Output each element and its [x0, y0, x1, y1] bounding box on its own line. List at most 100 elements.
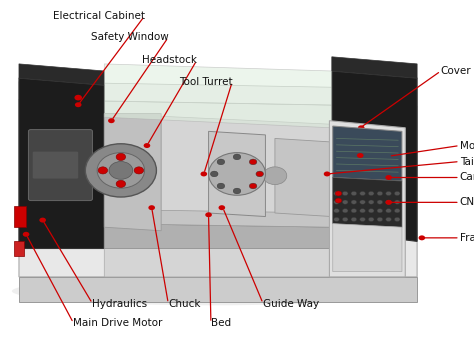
- Circle shape: [134, 167, 144, 174]
- Circle shape: [109, 162, 133, 179]
- Circle shape: [351, 200, 357, 204]
- Text: Cover: Cover: [441, 66, 472, 76]
- Polygon shape: [104, 209, 332, 227]
- Circle shape: [342, 209, 348, 213]
- Circle shape: [335, 198, 342, 203]
- Circle shape: [351, 209, 357, 213]
- Polygon shape: [19, 99, 417, 277]
- Circle shape: [386, 217, 392, 222]
- Circle shape: [233, 154, 241, 160]
- Circle shape: [386, 200, 392, 204]
- Bar: [14, 241, 24, 256]
- Circle shape: [75, 102, 82, 107]
- Circle shape: [97, 153, 145, 188]
- Polygon shape: [19, 82, 417, 106]
- Circle shape: [385, 200, 392, 205]
- Circle shape: [419, 235, 425, 240]
- Polygon shape: [329, 121, 405, 277]
- Polygon shape: [332, 57, 417, 78]
- Bar: [14, 206, 26, 227]
- Polygon shape: [333, 178, 402, 227]
- Circle shape: [334, 191, 339, 196]
- Text: Electrical Cabinet: Electrical Cabinet: [53, 11, 145, 21]
- Circle shape: [377, 209, 383, 213]
- Polygon shape: [275, 138, 332, 217]
- Polygon shape: [209, 131, 265, 217]
- Circle shape: [360, 200, 365, 204]
- Circle shape: [324, 171, 330, 176]
- Circle shape: [249, 159, 257, 165]
- Circle shape: [249, 183, 257, 189]
- Text: Carriage: Carriage: [460, 173, 474, 182]
- Polygon shape: [19, 277, 417, 302]
- Text: Guide Way: Guide Way: [263, 299, 319, 308]
- FancyBboxPatch shape: [33, 152, 78, 179]
- Circle shape: [360, 209, 365, 213]
- Circle shape: [98, 167, 108, 174]
- Text: Main Drive Motor: Main Drive Motor: [73, 318, 163, 328]
- Circle shape: [23, 232, 29, 237]
- Circle shape: [360, 217, 365, 222]
- Circle shape: [342, 191, 348, 196]
- Circle shape: [116, 153, 126, 160]
- Circle shape: [368, 200, 374, 204]
- Polygon shape: [104, 114, 332, 277]
- Circle shape: [201, 171, 207, 176]
- Circle shape: [334, 217, 339, 222]
- Circle shape: [351, 217, 357, 222]
- Circle shape: [394, 200, 400, 204]
- Polygon shape: [104, 64, 332, 128]
- Circle shape: [342, 200, 348, 204]
- Circle shape: [386, 191, 392, 196]
- Circle shape: [39, 218, 46, 223]
- Circle shape: [210, 171, 218, 177]
- Circle shape: [233, 188, 241, 194]
- Text: Tool Turret: Tool Turret: [179, 77, 232, 87]
- Ellipse shape: [12, 277, 415, 305]
- Circle shape: [74, 95, 82, 100]
- Polygon shape: [333, 126, 402, 181]
- Polygon shape: [19, 78, 104, 248]
- Circle shape: [377, 200, 383, 204]
- Circle shape: [144, 143, 150, 148]
- Circle shape: [368, 209, 374, 213]
- Polygon shape: [104, 114, 161, 231]
- Text: Hydraulics: Hydraulics: [92, 299, 147, 308]
- Polygon shape: [332, 71, 417, 241]
- Circle shape: [256, 171, 264, 177]
- Circle shape: [148, 205, 155, 210]
- Circle shape: [209, 153, 265, 195]
- Circle shape: [217, 183, 225, 189]
- Circle shape: [394, 217, 400, 222]
- Text: Bed: Bed: [211, 318, 231, 328]
- Circle shape: [357, 153, 364, 158]
- Circle shape: [377, 191, 383, 196]
- Circle shape: [334, 209, 339, 213]
- Text: Safety Window: Safety Window: [91, 32, 168, 42]
- Circle shape: [219, 205, 225, 210]
- Circle shape: [351, 191, 357, 196]
- Circle shape: [217, 159, 225, 165]
- Text: Frame: Frame: [460, 233, 474, 243]
- Circle shape: [386, 209, 392, 213]
- FancyBboxPatch shape: [28, 130, 92, 201]
- Text: Headstock: Headstock: [142, 55, 197, 65]
- Polygon shape: [333, 224, 402, 272]
- Text: Chuck: Chuck: [168, 299, 201, 308]
- Circle shape: [342, 217, 348, 222]
- Circle shape: [108, 118, 115, 123]
- Circle shape: [394, 191, 400, 196]
- Circle shape: [360, 191, 365, 196]
- Text: Monitor: Monitor: [460, 141, 474, 151]
- Polygon shape: [104, 224, 332, 248]
- Circle shape: [394, 209, 400, 213]
- Circle shape: [85, 144, 156, 197]
- Circle shape: [334, 200, 339, 204]
- Circle shape: [263, 167, 287, 185]
- Polygon shape: [19, 64, 104, 85]
- Circle shape: [358, 125, 365, 130]
- Circle shape: [368, 217, 374, 222]
- Circle shape: [385, 175, 392, 180]
- Circle shape: [205, 212, 212, 217]
- Circle shape: [335, 191, 342, 196]
